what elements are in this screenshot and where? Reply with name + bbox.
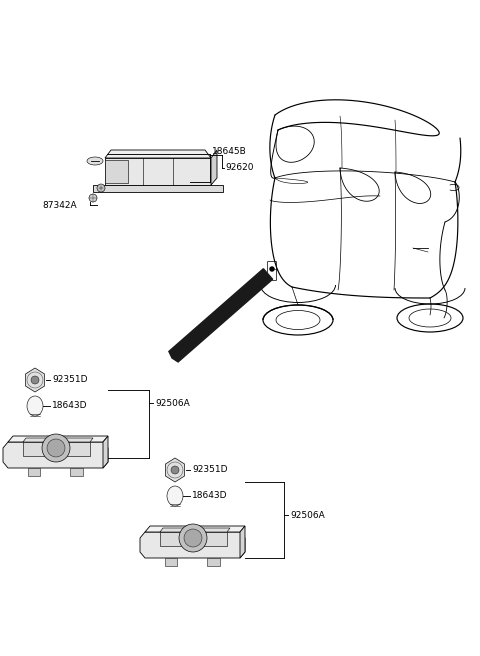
- Text: 92506A: 92506A: [155, 398, 190, 407]
- Polygon shape: [28, 468, 40, 476]
- Polygon shape: [211, 150, 217, 185]
- Polygon shape: [70, 468, 83, 476]
- Circle shape: [171, 466, 179, 474]
- Polygon shape: [145, 526, 245, 532]
- Text: 92620: 92620: [225, 163, 253, 173]
- Circle shape: [97, 184, 105, 192]
- Polygon shape: [8, 436, 108, 442]
- Polygon shape: [23, 438, 93, 442]
- Ellipse shape: [27, 396, 43, 416]
- Circle shape: [31, 376, 39, 384]
- Polygon shape: [240, 526, 245, 558]
- Polygon shape: [105, 160, 128, 183]
- Text: 92351D: 92351D: [192, 466, 228, 474]
- Ellipse shape: [87, 157, 103, 165]
- Polygon shape: [160, 528, 230, 532]
- Circle shape: [270, 267, 274, 271]
- FancyArrow shape: [169, 269, 273, 362]
- Circle shape: [42, 434, 70, 462]
- Polygon shape: [103, 436, 108, 468]
- Polygon shape: [165, 558, 177, 566]
- Ellipse shape: [167, 486, 183, 506]
- Circle shape: [184, 529, 202, 547]
- Polygon shape: [105, 158, 211, 185]
- Text: 18643D: 18643D: [52, 401, 87, 411]
- Polygon shape: [25, 368, 45, 392]
- Polygon shape: [105, 150, 211, 158]
- Circle shape: [89, 194, 97, 202]
- Text: 87342A: 87342A: [42, 201, 77, 209]
- Text: 18643D: 18643D: [192, 491, 228, 501]
- Circle shape: [179, 524, 207, 552]
- Text: 92351D: 92351D: [52, 375, 87, 384]
- Text: 18645B: 18645B: [212, 148, 247, 157]
- Polygon shape: [140, 532, 245, 558]
- Polygon shape: [160, 532, 227, 546]
- Polygon shape: [207, 558, 220, 566]
- Polygon shape: [23, 442, 90, 456]
- Text: 92506A: 92506A: [290, 510, 325, 520]
- Polygon shape: [93, 185, 223, 192]
- Polygon shape: [3, 442, 108, 468]
- Polygon shape: [166, 458, 184, 482]
- Circle shape: [47, 439, 65, 457]
